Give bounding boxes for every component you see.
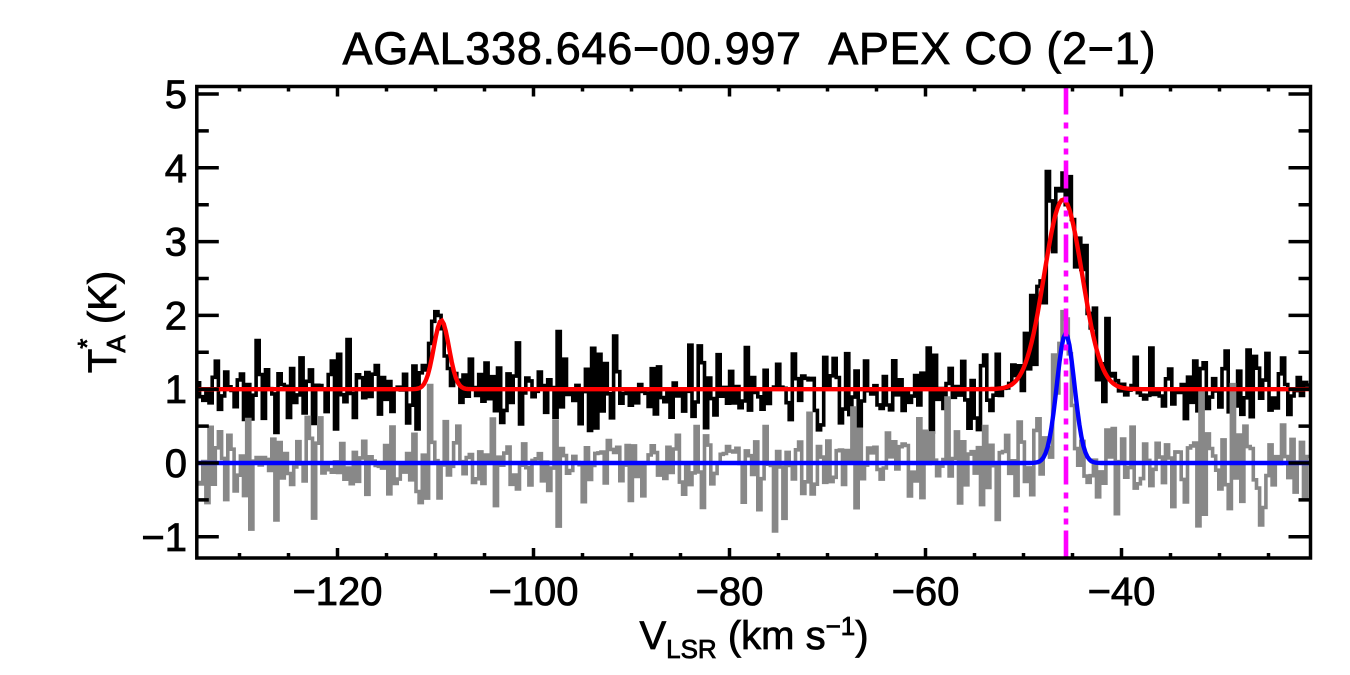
svg-text:1: 1 [165, 368, 187, 412]
svg-text:2: 2 [165, 294, 187, 338]
svg-text:−100: −100 [488, 570, 578, 614]
svg-text:T*A (K): T*A (K) [72, 271, 131, 373]
svg-text:−1: −1 [141, 516, 187, 560]
svg-text:−80: −80 [696, 570, 764, 614]
svg-text:5: 5 [165, 73, 187, 117]
svg-text:0: 0 [165, 442, 187, 486]
svg-text:4: 4 [165, 147, 187, 191]
svg-text:VLSR (km s−1): VLSR (km s−1) [639, 611, 868, 664]
svg-text:−40: −40 [1088, 570, 1156, 614]
svg-text:3: 3 [165, 221, 187, 265]
svg-text:AGAL338.646−00.997 APEX CO (2: AGAL338.646−00.997 APEX CO (2−1) [343, 23, 1156, 74]
svg-text:−60: −60 [892, 570, 960, 614]
svg-text:−120: −120 [292, 570, 382, 614]
